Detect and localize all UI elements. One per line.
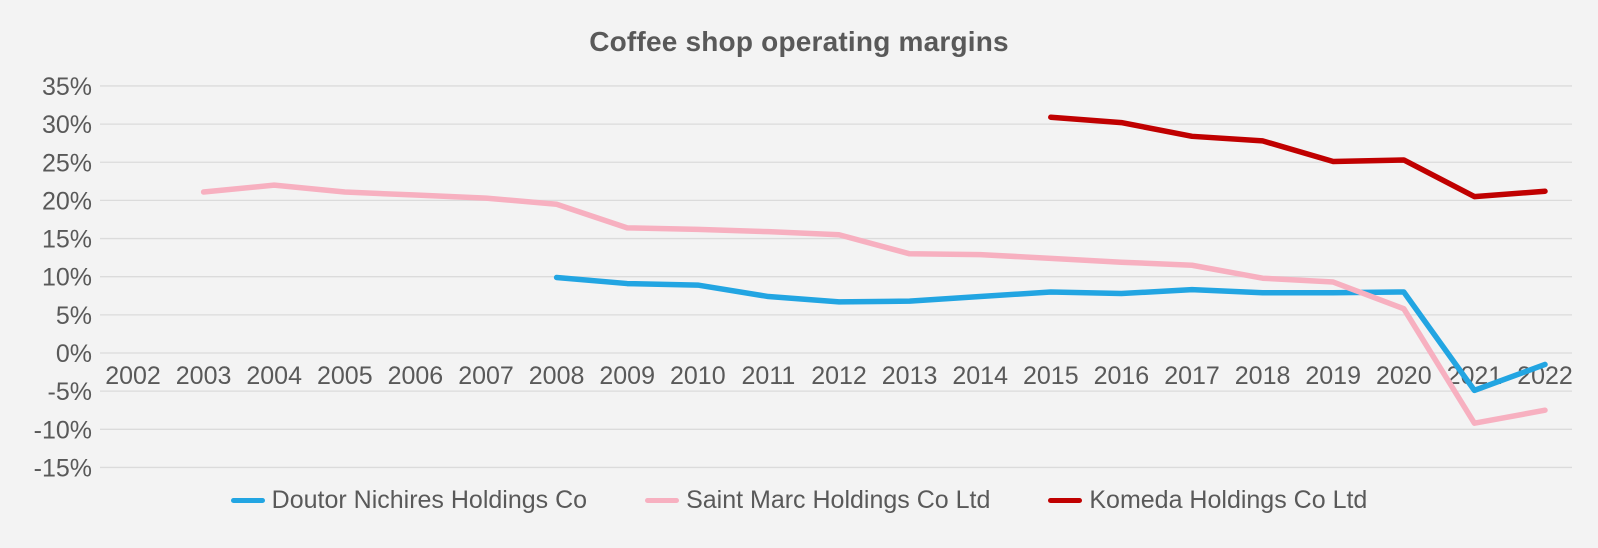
legend-item-saint: Saint Marc Holdings Co Ltd: [645, 486, 990, 515]
x-tick-label: 2010: [670, 362, 726, 390]
legend-line-marker: [1048, 498, 1083, 503]
x-tick-label: 2011: [742, 362, 796, 390]
x-tick-label: 2006: [388, 362, 444, 390]
x-tick-label: 2005: [317, 362, 373, 390]
y-tick-label: 0%: [56, 340, 92, 368]
y-tick-label: 35%: [42, 73, 92, 101]
y-tick-label: 15%: [42, 226, 92, 254]
legend-item-doutor: Doutor Nichires Holdings Co: [230, 486, 588, 515]
x-tick-label: 2007: [458, 362, 514, 390]
series-line-saint: [200, 182, 1548, 426]
x-tick-label: 2003: [176, 362, 232, 390]
legend-item-label: Doutor Nichires Holdings Co: [271, 486, 588, 514]
legend-line-marker: [230, 498, 265, 503]
x-tick-label: 2018: [1235, 362, 1291, 390]
legend-item-komeda: Komeda Holdings Co Ltd: [1048, 486, 1367, 515]
x-tick-label: 2014: [952, 362, 1008, 390]
series-line-doutor: [553, 274, 1548, 394]
y-tick-label: -5%: [48, 378, 92, 406]
y-tick-label: 20%: [42, 187, 92, 215]
series-line-komeda: [1048, 114, 1548, 200]
legend-item-label: Saint Marc Holdings Co Ltd: [686, 486, 991, 514]
legend-line-marker: [645, 498, 680, 503]
x-tick-label: 2009: [599, 362, 655, 390]
y-tick-label: -15%: [34, 454, 92, 482]
x-tick-label: 2020: [1376, 362, 1432, 390]
x-tick-label: 2012: [811, 362, 867, 390]
x-tick-label: 2016: [1094, 362, 1150, 390]
x-tick-label: 2017: [1164, 362, 1220, 390]
y-tick-label: 30%: [42, 111, 92, 139]
x-tick-label: 2002: [105, 362, 161, 390]
y-tick-label: 25%: [42, 149, 92, 177]
y-tick-label: 5%: [56, 302, 92, 330]
x-tick-label: 2015: [1023, 362, 1079, 390]
legend-item-label: Komeda Holdings Co Ltd: [1089, 486, 1368, 514]
y-tick-label: 10%: [42, 264, 92, 292]
chart-legend: Doutor Nichires Holdings Co Saint Marc Ho…: [0, 486, 1598, 515]
x-tick-label: 2019: [1305, 362, 1361, 390]
x-tick-label: 2013: [882, 362, 938, 390]
chart-title: Coffee shop operating margins: [589, 26, 1009, 57]
x-tick-label: 2008: [529, 362, 585, 390]
y-tick-label: -10%: [34, 416, 92, 444]
x-tick-label: 2004: [246, 362, 302, 390]
